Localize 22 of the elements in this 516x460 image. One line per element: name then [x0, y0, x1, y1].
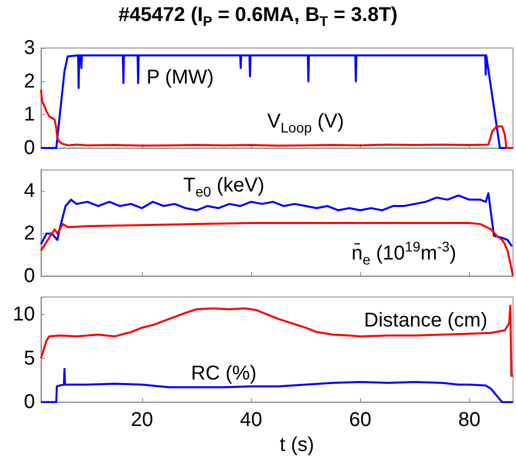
y-tick-label: 1 — [24, 104, 35, 126]
x-tick-label: 20 — [130, 409, 154, 432]
series-label: n̄$_{e}$ (10$^{19}$m$^{-3}$) — [351, 238, 456, 267]
chart-title: #45472 (I$_{P}$ = 0.6MA, B$_{T}$ = 3.8T) — [117, 4, 399, 29]
y-tick-label: 0 — [24, 391, 35, 414]
series-label: Distance (cm) — [364, 309, 488, 332]
x-tick-label: 40 — [240, 409, 262, 432]
y-tick-label: 3 — [24, 37, 35, 59]
y-tick-label: 2 — [24, 70, 35, 92]
y-tick-label: 10 — [12, 304, 35, 326]
y-tick-label: 4 — [24, 180, 35, 202]
series-label: RC (%) — [191, 362, 257, 386]
series-label: T$_{e0}$ (keV) — [183, 174, 264, 200]
series-label: P (MW) — [146, 66, 214, 90]
y-tick-label: 0 — [24, 265, 35, 287]
series-label: V$_{Loop}$ (V) — [267, 110, 344, 136]
x-tick-label: 80 — [458, 409, 480, 432]
x-axis-title: t (s) — [280, 434, 314, 456]
y-tick-label: 5 — [24, 347, 35, 370]
y-tick-label: 2 — [24, 222, 35, 245]
x-tick-label: 60 — [349, 409, 372, 432]
y-tick-label: 0 — [24, 137, 35, 159]
